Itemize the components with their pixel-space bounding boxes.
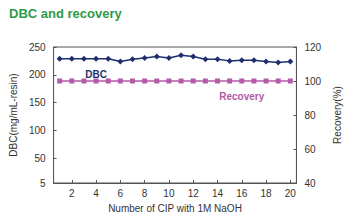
svg-text:16: 16 — [236, 188, 248, 199]
svg-text:60: 60 — [304, 144, 316, 155]
svg-text:150: 150 — [29, 97, 46, 108]
svg-text:8: 8 — [142, 188, 148, 199]
svg-text:DBC(mg/mL-resin): DBC(mg/mL-resin) — [8, 73, 19, 156]
svg-text:Recovery(%): Recovery(%) — [332, 86, 343, 144]
svg-text:5: 5 — [40, 178, 46, 189]
svg-text:18: 18 — [260, 188, 272, 199]
svg-text:Number of CIP with 1M NaOH: Number of CIP with 1M NaOH — [108, 203, 242, 214]
svg-text:10: 10 — [163, 188, 175, 199]
svg-text:250: 250 — [29, 42, 46, 53]
svg-text:50: 50 — [34, 153, 46, 164]
svg-text:DBC: DBC — [85, 69, 107, 81]
svg-text:DBC and recovery: DBC and recovery — [9, 6, 122, 21]
svg-text:12: 12 — [188, 188, 200, 199]
svg-text:40: 40 — [304, 178, 316, 189]
svg-text:100: 100 — [29, 125, 46, 136]
svg-text:4: 4 — [93, 188, 99, 199]
svg-text:2: 2 — [69, 188, 75, 199]
svg-text:80: 80 — [304, 110, 316, 121]
svg-text:6: 6 — [118, 188, 124, 199]
svg-text:14: 14 — [212, 188, 224, 199]
svg-text:200: 200 — [29, 69, 46, 80]
svg-text:120: 120 — [304, 42, 321, 53]
svg-text:Recovery: Recovery — [219, 91, 264, 102]
svg-text:20: 20 — [285, 188, 297, 199]
svg-text:100: 100 — [304, 76, 321, 87]
